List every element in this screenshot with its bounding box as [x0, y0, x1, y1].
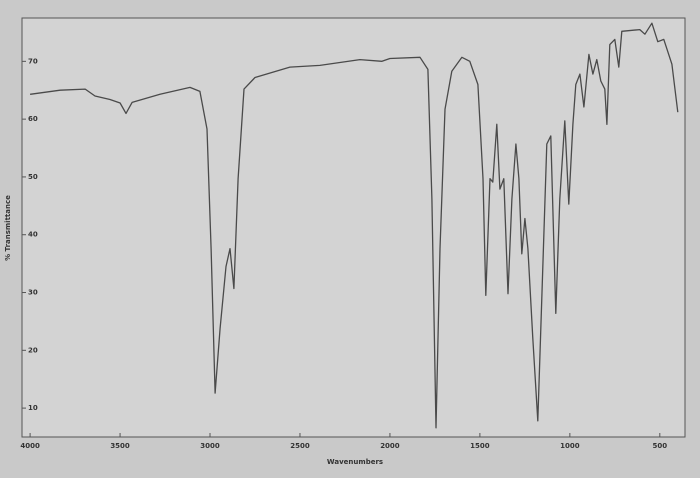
y-tick-label: 30 — [28, 289, 38, 297]
x-axis-label: Wavenumbers — [327, 458, 383, 466]
y-tick-label: 50 — [28, 173, 38, 181]
x-tick-label: 1000 — [560, 442, 580, 450]
x-tick-label: 3000 — [200, 442, 220, 450]
y-tick-label: 40 — [28, 231, 38, 239]
x-tick-label: 2000 — [380, 442, 400, 450]
plot-area — [21, 17, 686, 438]
y-axis-label: % Transmittance — [4, 195, 12, 261]
x-tick-label: 2500 — [290, 442, 310, 450]
spectrum-line — [30, 22, 679, 429]
y-tick-label: 60 — [28, 115, 38, 123]
x-tick-label: 1500 — [470, 442, 490, 450]
x-tick-label: 500 — [652, 442, 667, 450]
x-tick-label: 4000 — [20, 442, 40, 450]
y-tick-label: 10 — [28, 404, 38, 412]
x-tick-label: 3500 — [110, 442, 130, 450]
y-tick-label: 70 — [28, 57, 38, 65]
y-tick-label: 20 — [28, 346, 38, 354]
